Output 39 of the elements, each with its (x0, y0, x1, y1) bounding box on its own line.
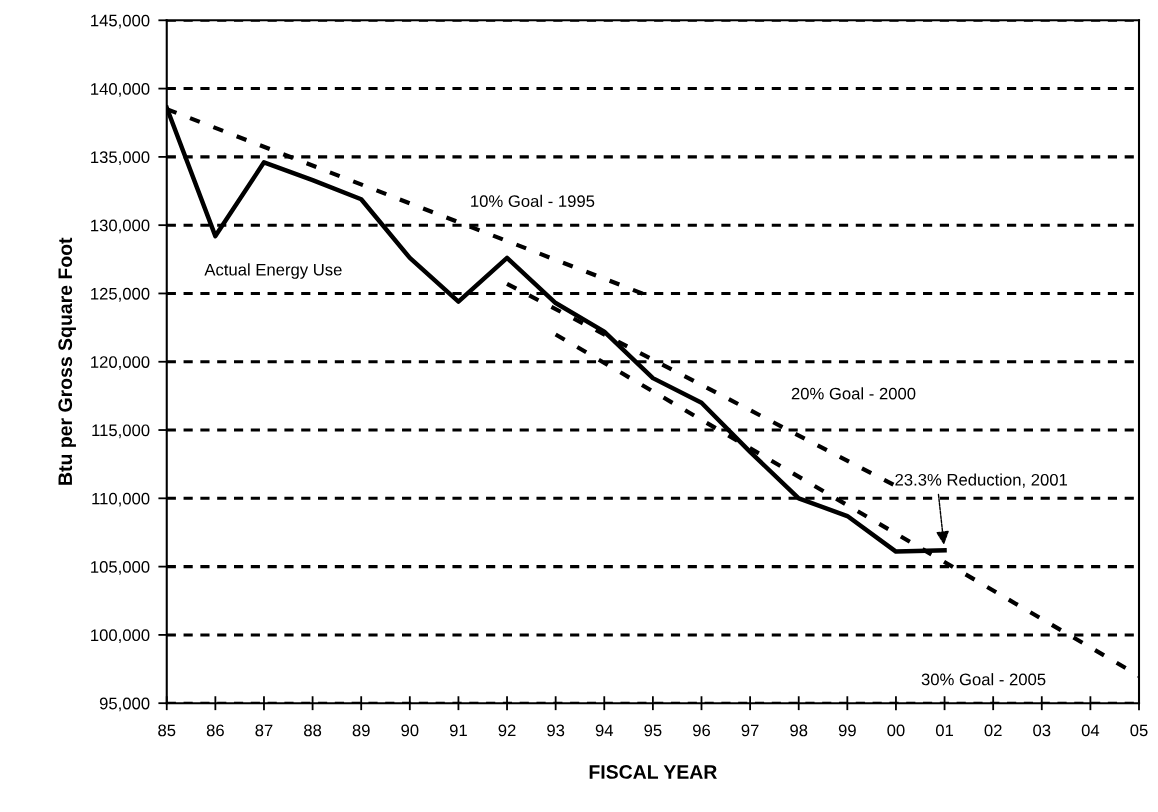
x-tick-label: 85 (158, 724, 176, 737)
x-tick-label: 03 (1033, 724, 1051, 737)
y-tick-label: 125,000 (91, 287, 150, 302)
x-tick-label: 91 (449, 724, 467, 737)
series-label: 10% Goal - 1995 (471, 194, 595, 208)
x-tick-label: 02 (984, 724, 1002, 737)
y-tick-label: 145,000 (91, 14, 150, 29)
x-tick-label: 93 (547, 724, 565, 737)
y-tick-label: 95,000 (99, 697, 150, 712)
y-tick-label: 100,000 (91, 629, 150, 644)
x-tick-label: 95 (644, 724, 662, 737)
x-tick-label: 97 (741, 724, 759, 737)
x-tick-label: 96 (693, 724, 711, 737)
x-tick-label: 05 (1130, 724, 1148, 737)
x-tick-label: 00 (887, 724, 905, 737)
annotation: 23.3% Reduction, 2001 (895, 473, 1068, 488)
x-tick-label: 89 (352, 724, 370, 737)
x-tick-label: 87 (255, 724, 273, 737)
x-tick-label: 01 (935, 724, 954, 737)
x-tick-label: 86 (206, 724, 224, 737)
x-tick-label: 94 (595, 724, 614, 737)
y-tick-label: 105,000 (91, 561, 150, 575)
series-label: Actual Energy Use (204, 263, 342, 279)
y-tick-label: 135,000 (91, 151, 150, 166)
text: 30% Goal - 2005 (921, 673, 1046, 686)
y-tick-label: 115,000 (92, 424, 150, 439)
y-tick-label: 120,000 (91, 356, 150, 370)
y-tick-label: 140,000 (91, 82, 150, 97)
x-tick-label: 04 (1081, 724, 1100, 737)
x-axis-title: FISCAL YEAR (589, 765, 717, 779)
y-tick-label: 110,000 (92, 492, 150, 507)
y-tick-label: 130,000 (91, 219, 150, 234)
x-tick-label: 90 (401, 724, 419, 737)
series-label: 20% Goal - 2000 (791, 387, 916, 400)
x-tick-label: 99 (838, 724, 856, 737)
x-tick-label: 98 (790, 724, 808, 737)
x-tick-label: 92 (498, 724, 516, 737)
y-axis-title: Btu per Gross Square Foot (58, 237, 76, 485)
x-tick-label: 88 (304, 724, 322, 737)
